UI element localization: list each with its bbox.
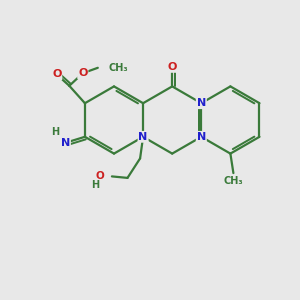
Text: N: N xyxy=(139,132,148,142)
Text: O: O xyxy=(167,62,177,72)
Text: O: O xyxy=(52,69,62,80)
Text: N: N xyxy=(197,132,206,142)
Text: N: N xyxy=(61,138,70,148)
Text: CH₃: CH₃ xyxy=(224,176,243,186)
Text: CH₃: CH₃ xyxy=(108,63,128,73)
Text: O: O xyxy=(78,68,88,78)
Text: H: H xyxy=(51,127,59,137)
Text: O: O xyxy=(96,171,104,182)
Text: H: H xyxy=(91,180,100,190)
Text: N: N xyxy=(197,98,206,108)
